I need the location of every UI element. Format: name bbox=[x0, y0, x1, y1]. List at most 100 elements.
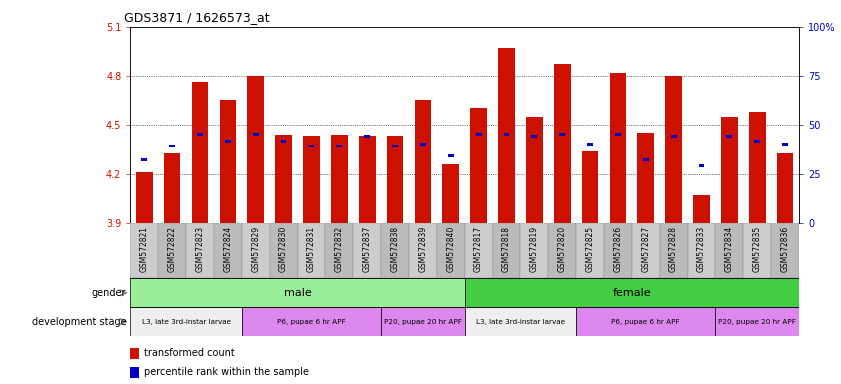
Text: GSM572835: GSM572835 bbox=[753, 225, 762, 272]
Bar bbox=[164, 152, 181, 223]
Bar bbox=[442, 164, 459, 223]
Bar bbox=[381, 307, 464, 336]
Bar bbox=[364, 135, 370, 138]
Bar bbox=[169, 144, 175, 147]
Bar bbox=[409, 223, 436, 278]
Text: GSM572834: GSM572834 bbox=[725, 225, 734, 272]
Bar bbox=[748, 112, 765, 223]
Text: GSM572832: GSM572832 bbox=[335, 225, 344, 271]
Text: GSM572826: GSM572826 bbox=[613, 225, 622, 271]
Text: development stage: development stage bbox=[31, 316, 126, 327]
Bar bbox=[141, 157, 147, 161]
Text: P6, pupae 6 hr APF: P6, pupae 6 hr APF bbox=[611, 319, 680, 324]
Bar bbox=[353, 223, 381, 278]
Text: gender: gender bbox=[92, 288, 126, 298]
Text: GSM572822: GSM572822 bbox=[167, 225, 177, 271]
Bar bbox=[604, 223, 632, 278]
Bar bbox=[670, 135, 676, 138]
Text: P20, pupae 20 hr APF: P20, pupae 20 hr APF bbox=[384, 319, 462, 324]
Bar bbox=[699, 164, 705, 167]
Bar bbox=[643, 157, 648, 161]
Text: P6, pupae 6 hr APF: P6, pupae 6 hr APF bbox=[278, 319, 346, 324]
Bar bbox=[576, 223, 604, 278]
Bar bbox=[158, 223, 186, 278]
Text: GSM572833: GSM572833 bbox=[697, 225, 706, 272]
Bar bbox=[241, 307, 381, 336]
Bar bbox=[771, 223, 799, 278]
Bar bbox=[136, 172, 152, 223]
Text: female: female bbox=[612, 288, 651, 298]
Text: GSM572836: GSM572836 bbox=[780, 225, 790, 272]
Bar bbox=[610, 73, 627, 223]
Bar bbox=[521, 223, 548, 278]
Bar bbox=[532, 135, 537, 138]
Text: GSM572817: GSM572817 bbox=[474, 225, 483, 271]
Bar bbox=[615, 133, 621, 136]
Bar bbox=[470, 109, 487, 223]
Text: GSM572831: GSM572831 bbox=[307, 225, 316, 271]
Bar bbox=[220, 100, 236, 223]
Bar bbox=[493, 223, 521, 278]
Bar bbox=[721, 117, 738, 223]
Text: L3, late 3rd-instar larvae: L3, late 3rd-instar larvae bbox=[141, 319, 230, 324]
Text: GSM572819: GSM572819 bbox=[530, 225, 539, 271]
Text: transformed count: transformed count bbox=[144, 348, 235, 358]
Bar bbox=[587, 143, 593, 146]
Bar bbox=[336, 144, 342, 147]
Bar bbox=[498, 48, 515, 223]
Bar bbox=[270, 223, 298, 278]
Bar bbox=[782, 143, 788, 146]
Bar bbox=[464, 278, 799, 307]
Bar bbox=[130, 367, 139, 378]
Bar bbox=[553, 65, 570, 223]
Bar bbox=[331, 134, 347, 223]
Bar bbox=[130, 307, 241, 336]
Bar bbox=[197, 133, 203, 136]
Text: P20, pupae 20 hr APF: P20, pupae 20 hr APF bbox=[718, 319, 796, 324]
Bar bbox=[247, 76, 264, 223]
Text: GSM572818: GSM572818 bbox=[502, 225, 511, 271]
Bar bbox=[275, 134, 292, 223]
Text: GSM572825: GSM572825 bbox=[585, 225, 595, 271]
Bar bbox=[464, 307, 576, 336]
Text: GSM572823: GSM572823 bbox=[195, 225, 204, 271]
Bar bbox=[130, 348, 139, 359]
Text: GSM572820: GSM572820 bbox=[558, 225, 567, 271]
Text: GDS3871 / 1626573_at: GDS3871 / 1626573_at bbox=[124, 11, 269, 24]
Text: GSM572827: GSM572827 bbox=[641, 225, 650, 271]
Bar bbox=[776, 152, 793, 223]
Bar bbox=[253, 133, 259, 136]
Bar bbox=[716, 223, 743, 278]
Text: GSM572838: GSM572838 bbox=[390, 225, 399, 271]
Text: percentile rank within the sample: percentile rank within the sample bbox=[144, 367, 309, 377]
Bar bbox=[192, 83, 209, 223]
Bar bbox=[548, 223, 576, 278]
Bar bbox=[241, 223, 270, 278]
Text: GSM572830: GSM572830 bbox=[279, 225, 288, 272]
Bar bbox=[436, 223, 464, 278]
Text: GSM572828: GSM572828 bbox=[669, 225, 678, 271]
Bar bbox=[576, 307, 716, 336]
Bar bbox=[559, 133, 565, 136]
Bar bbox=[214, 223, 241, 278]
Bar bbox=[420, 143, 426, 146]
Bar bbox=[687, 223, 716, 278]
Bar bbox=[632, 223, 659, 278]
Bar bbox=[415, 100, 431, 223]
Bar bbox=[727, 135, 733, 138]
Bar bbox=[716, 307, 799, 336]
Bar bbox=[526, 117, 542, 223]
Text: GSM572829: GSM572829 bbox=[251, 225, 260, 271]
Text: GSM572837: GSM572837 bbox=[362, 225, 372, 272]
Bar bbox=[298, 223, 325, 278]
Bar bbox=[281, 140, 287, 142]
Text: GSM572839: GSM572839 bbox=[418, 225, 427, 272]
Bar bbox=[130, 223, 158, 278]
Bar bbox=[743, 223, 771, 278]
Bar bbox=[309, 144, 315, 147]
Text: GSM572821: GSM572821 bbox=[140, 225, 149, 271]
Bar bbox=[325, 223, 353, 278]
Text: GSM572840: GSM572840 bbox=[447, 225, 455, 272]
Bar bbox=[464, 223, 493, 278]
Text: L3, late 3rd-instar larvae: L3, late 3rd-instar larvae bbox=[476, 319, 565, 324]
